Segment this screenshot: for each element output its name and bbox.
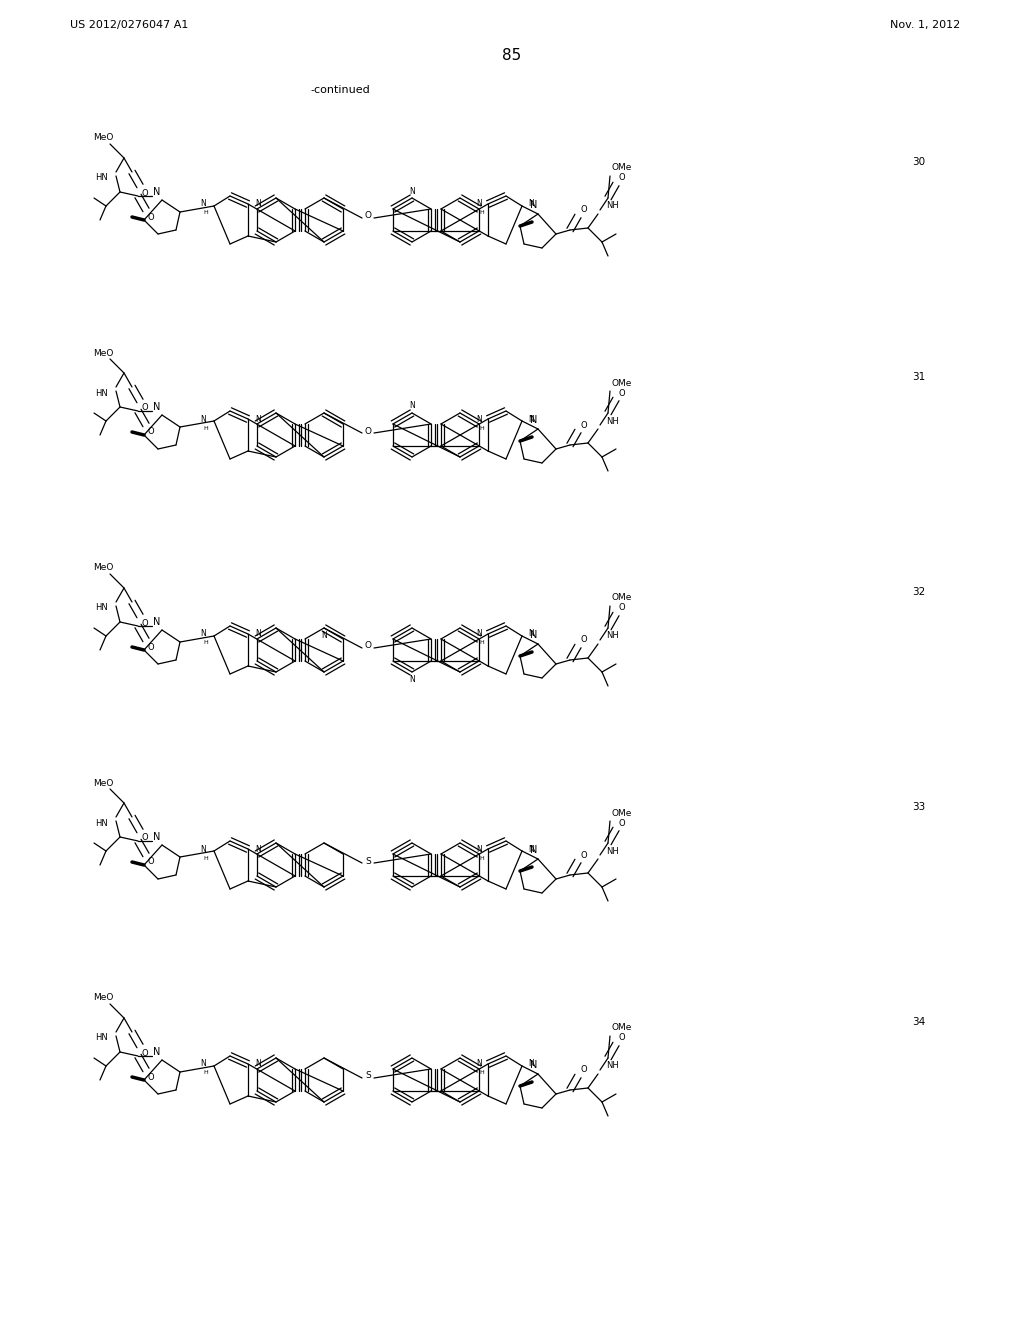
Text: N: N [201, 845, 206, 854]
Text: NH: NH [606, 631, 618, 640]
Text: 33: 33 [912, 803, 926, 812]
Text: N: N [476, 630, 482, 639]
Text: O: O [147, 213, 155, 222]
Text: H: H [479, 1071, 484, 1076]
Text: N: N [154, 187, 161, 197]
Text: 32: 32 [912, 587, 926, 597]
Text: N: N [530, 1060, 538, 1071]
Text: 85: 85 [503, 48, 521, 62]
Text: N: N [476, 845, 482, 854]
Text: O: O [147, 858, 155, 866]
Text: N: N [322, 631, 327, 639]
Text: N: N [410, 401, 415, 411]
Text: H: H [203, 1071, 208, 1076]
Text: N: N [476, 1060, 482, 1068]
Text: N: N [201, 630, 206, 639]
Text: NH: NH [606, 202, 618, 210]
Text: N: N [255, 1060, 261, 1068]
Text: N: N [410, 186, 415, 195]
Text: S: S [366, 1072, 371, 1081]
Text: N: N [528, 630, 534, 639]
Text: H: H [203, 210, 208, 215]
Text: N: N [476, 199, 482, 209]
Text: HN: HN [95, 603, 108, 612]
Text: N: N [154, 403, 161, 412]
Text: H: H [203, 425, 208, 430]
Text: O: O [141, 404, 148, 412]
Text: N: N [154, 832, 161, 842]
Text: OMe: OMe [612, 594, 633, 602]
Text: OMe: OMe [612, 1023, 633, 1032]
Text: H: H [479, 425, 484, 430]
Text: O: O [618, 1034, 626, 1043]
Text: Nov. 1, 2012: Nov. 1, 2012 [890, 20, 961, 30]
Text: O: O [618, 603, 626, 612]
Text: NH: NH [606, 846, 618, 855]
Text: N: N [154, 1047, 161, 1057]
Text: NH: NH [606, 417, 618, 425]
Text: O: O [581, 850, 588, 859]
Text: O: O [365, 426, 372, 436]
Text: O: O [365, 211, 372, 220]
Text: N: N [255, 630, 261, 639]
Text: OMe: OMe [612, 164, 633, 173]
Text: N: N [255, 414, 261, 424]
Text: N: N [410, 675, 415, 684]
Text: O: O [147, 428, 155, 437]
Text: O: O [141, 189, 148, 198]
Text: HN: HN [95, 818, 108, 828]
Text: 31: 31 [912, 372, 926, 381]
Text: 30: 30 [912, 157, 925, 168]
Text: OMe: OMe [612, 379, 633, 388]
Text: N: N [528, 414, 534, 424]
Text: N: N [530, 414, 538, 425]
Text: H: H [479, 855, 484, 861]
Text: MeO: MeO [93, 564, 114, 573]
Text: N: N [528, 1060, 534, 1068]
Text: O: O [141, 1048, 148, 1057]
Text: O: O [581, 206, 588, 214]
Text: O: O [365, 642, 372, 651]
Text: MeO: MeO [93, 133, 114, 143]
Text: MeO: MeO [93, 779, 114, 788]
Text: HN: HN [95, 1034, 108, 1043]
Text: N: N [201, 199, 206, 209]
Text: N: N [201, 1060, 206, 1068]
Text: O: O [141, 619, 148, 627]
Text: H: H [203, 855, 208, 861]
Text: O: O [147, 1072, 155, 1081]
Text: N: N [255, 199, 261, 209]
Text: N: N [530, 201, 538, 210]
Text: -continued: -continued [310, 84, 370, 95]
Text: O: O [581, 635, 588, 644]
Text: US 2012/0276047 A1: US 2012/0276047 A1 [70, 20, 188, 30]
Text: S: S [366, 857, 371, 866]
Text: H: H [479, 640, 484, 645]
Text: H: H [479, 210, 484, 215]
Text: O: O [618, 818, 626, 828]
Text: N: N [476, 414, 482, 424]
Text: HN: HN [95, 388, 108, 397]
Text: N: N [255, 845, 261, 854]
Text: O: O [141, 833, 148, 842]
Text: O: O [581, 421, 588, 429]
Text: OMe: OMe [612, 808, 633, 817]
Text: N: N [528, 199, 534, 209]
Text: H: H [203, 640, 208, 645]
Text: MeO: MeO [93, 348, 114, 358]
Text: O: O [618, 388, 626, 397]
Text: NH: NH [606, 1061, 618, 1071]
Text: N: N [530, 845, 538, 855]
Text: N: N [528, 845, 534, 854]
Text: N: N [201, 414, 206, 424]
Text: O: O [581, 1065, 588, 1074]
Text: HN: HN [95, 173, 108, 182]
Text: MeO: MeO [93, 994, 114, 1002]
Text: N: N [154, 616, 161, 627]
Text: O: O [147, 643, 155, 652]
Text: N: N [530, 630, 538, 640]
Text: O: O [618, 173, 626, 182]
Text: 34: 34 [912, 1016, 926, 1027]
